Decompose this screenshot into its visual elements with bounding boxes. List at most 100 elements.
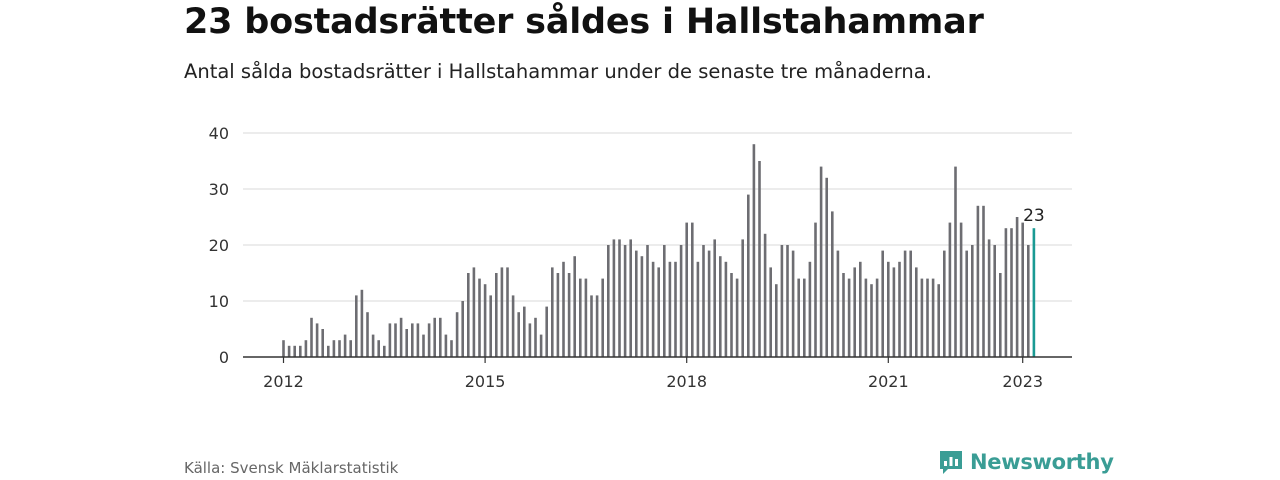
bar <box>808 261 812 357</box>
bar <box>349 340 352 357</box>
source-note: Källa: Svensk Mäklarstatistik <box>184 459 399 477</box>
annotations: 23 <box>1023 206 1045 226</box>
bar <box>965 250 968 357</box>
bar <box>607 245 610 357</box>
bar <box>819 166 823 357</box>
bar <box>786 245 789 357</box>
bar <box>310 317 313 357</box>
highlight-value-label: 23 <box>1023 206 1045 226</box>
bar <box>730 273 733 357</box>
bar <box>601 278 604 357</box>
bar <box>976 205 980 357</box>
bar-chart: 0 10 20 30 40 2012 2015 2018 2021 2023 23 <box>209 124 1072 391</box>
bar <box>461 301 464 357</box>
bar <box>769 267 772 357</box>
bar <box>1027 245 1030 357</box>
bar <box>993 245 996 357</box>
bar <box>735 278 739 357</box>
bar <box>791 250 795 357</box>
bar <box>629 239 632 357</box>
y-axis-labels: 0 10 20 30 40 <box>209 124 229 367</box>
bar <box>870 284 873 357</box>
bar <box>327 345 330 357</box>
x-tick-label: 2015 <box>465 372 506 391</box>
bar <box>293 345 296 357</box>
bar <box>411 323 414 357</box>
bar <box>551 267 554 357</box>
bar <box>416 323 420 357</box>
bar <box>517 312 520 357</box>
bar <box>853 267 856 357</box>
bar <box>287 345 291 357</box>
bar <box>478 278 481 357</box>
bar <box>321 329 324 357</box>
bar <box>523 306 526 357</box>
bar <box>556 273 560 357</box>
bar <box>931 278 935 357</box>
bar <box>685 222 688 357</box>
bar <box>657 267 660 357</box>
bar <box>483 284 487 357</box>
bar <box>584 278 588 357</box>
bar <box>814 222 817 357</box>
bar <box>1015 217 1019 357</box>
bar <box>579 278 582 357</box>
y-tick-label: 30 <box>209 180 229 199</box>
bar <box>987 239 991 357</box>
bar <box>797 278 800 357</box>
bar <box>926 278 929 357</box>
bar <box>623 245 627 357</box>
bar <box>444 334 448 357</box>
bar <box>982 205 985 357</box>
bar <box>702 245 705 357</box>
bar <box>355 295 358 357</box>
bar <box>315 323 319 357</box>
bar <box>847 278 851 357</box>
chart-subtitle: Antal sålda bostadsrätter i Hallstahamma… <box>184 60 932 83</box>
bar <box>635 250 638 357</box>
bar <box>534 317 537 357</box>
bar <box>825 177 828 357</box>
x-tick-label: 2018 <box>666 372 707 391</box>
bar <box>943 250 946 357</box>
y-tick-label: 20 <box>209 236 229 255</box>
bar <box>506 267 509 357</box>
bar <box>511 295 515 357</box>
bar <box>618 239 621 357</box>
bar <box>948 222 952 357</box>
bar <box>803 278 806 357</box>
bar <box>455 312 459 357</box>
bar <box>775 284 778 357</box>
bar <box>299 345 302 357</box>
bar <box>528 323 532 357</box>
bar <box>758 161 761 357</box>
x-axis-ticks: 2012 2015 2018 2021 2023 <box>263 357 1043 391</box>
bar <box>780 245 784 357</box>
bar <box>842 273 845 357</box>
bar <box>399 317 403 357</box>
brand-logo: Newsworthy <box>938 449 1114 475</box>
bar <box>691 222 694 357</box>
bar <box>439 317 442 357</box>
bar <box>898 261 901 357</box>
bar <box>338 340 341 357</box>
bar <box>539 334 543 357</box>
bar <box>377 340 380 357</box>
bar <box>304 340 308 357</box>
bar <box>875 278 879 357</box>
bar <box>696 261 700 357</box>
bar <box>763 233 767 357</box>
bar <box>332 340 336 357</box>
bar <box>567 273 571 357</box>
bar <box>450 340 453 357</box>
bar <box>590 295 593 357</box>
bar <box>595 295 599 357</box>
bar <box>881 250 884 357</box>
x-tick-label: 2023 <box>1002 372 1043 391</box>
bar <box>282 340 285 357</box>
bar <box>909 250 912 357</box>
bar <box>422 334 425 357</box>
newsworthy-logo-icon <box>940 451 962 474</box>
bar <box>366 312 369 357</box>
bar <box>360 289 364 357</box>
